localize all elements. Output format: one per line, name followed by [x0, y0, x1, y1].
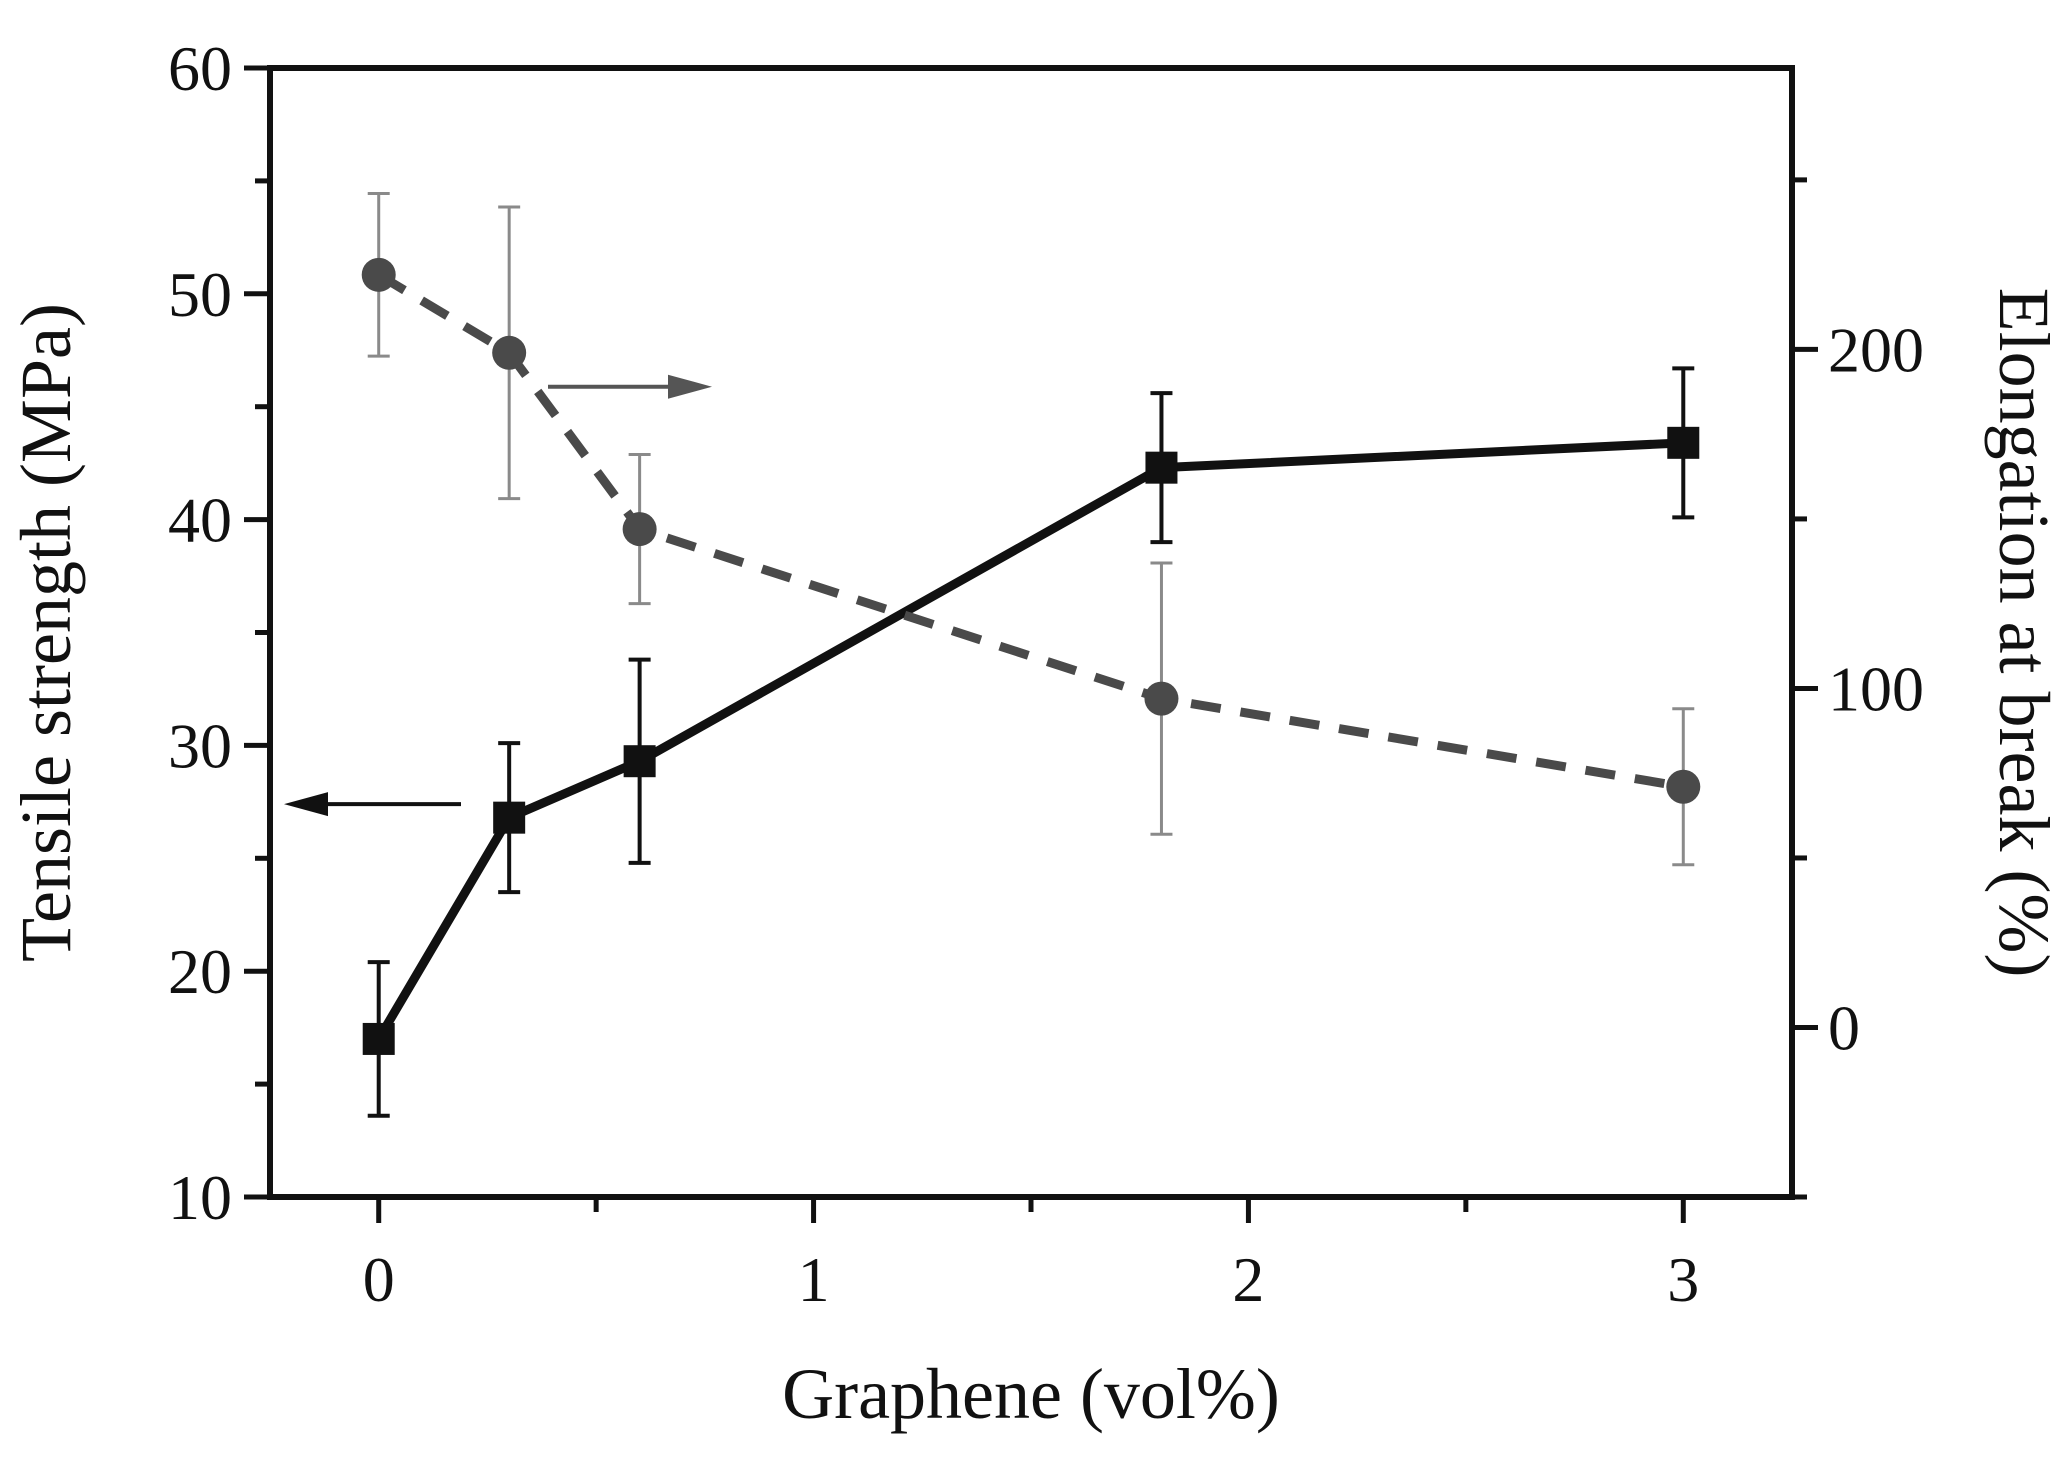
- elongation-point: [1144, 681, 1179, 716]
- tensile-strength-point: [1667, 426, 1700, 459]
- tensile-strength-point: [493, 801, 526, 834]
- elongation-line: [376, 270, 1685, 792]
- tensile-strength-point: [623, 745, 656, 778]
- tensile-strength-line: [374, 438, 1684, 1042]
- left-arrow-head: [284, 792, 328, 817]
- tensile-strength-point: [1145, 451, 1178, 484]
- annotation-arrows: [284, 374, 712, 817]
- series-lines: [374, 270, 1685, 1042]
- y-tick-label: 20: [168, 936, 232, 1007]
- y-axis-label: Tensile strength (MPa): [6, 303, 86, 962]
- right-arrow-head: [668, 374, 712, 399]
- y-tick-label: 10: [168, 1162, 232, 1233]
- axis-ticks: [244, 65, 1818, 1223]
- tick-labels: 0 1 2 3 10 20 30 40 50 60 0 100 200: [168, 33, 1924, 1315]
- elongation-point: [492, 335, 527, 370]
- y-tick-label: 30: [168, 710, 232, 781]
- x-tick-label: 2: [1232, 1244, 1264, 1315]
- x-tick-label: 0: [363, 1244, 395, 1315]
- y2-tick-label: 100: [1828, 653, 1924, 724]
- elongation-point: [361, 257, 396, 292]
- elongation-point: [622, 512, 657, 547]
- y-tick-label: 60: [168, 33, 232, 104]
- x-tick-label: 1: [798, 1244, 830, 1315]
- y-tick-label: 40: [168, 485, 232, 556]
- y-tick-label: 50: [168, 259, 232, 330]
- tensile-strength-point: [362, 1022, 395, 1055]
- x-tick-label: 3: [1667, 1244, 1699, 1315]
- error-bars: [367, 191, 1695, 1118]
- series-markers: [361, 257, 1701, 1055]
- x-axis-label: Graphene (vol%): [782, 1354, 1280, 1434]
- y2-axis-label: Elongation at break (%): [1984, 288, 2064, 978]
- elongation-point: [1666, 769, 1701, 804]
- y2-tick-label: 200: [1828, 314, 1924, 385]
- plot-frame: [267, 65, 1795, 1200]
- y2-tick-label: 0: [1828, 992, 1860, 1063]
